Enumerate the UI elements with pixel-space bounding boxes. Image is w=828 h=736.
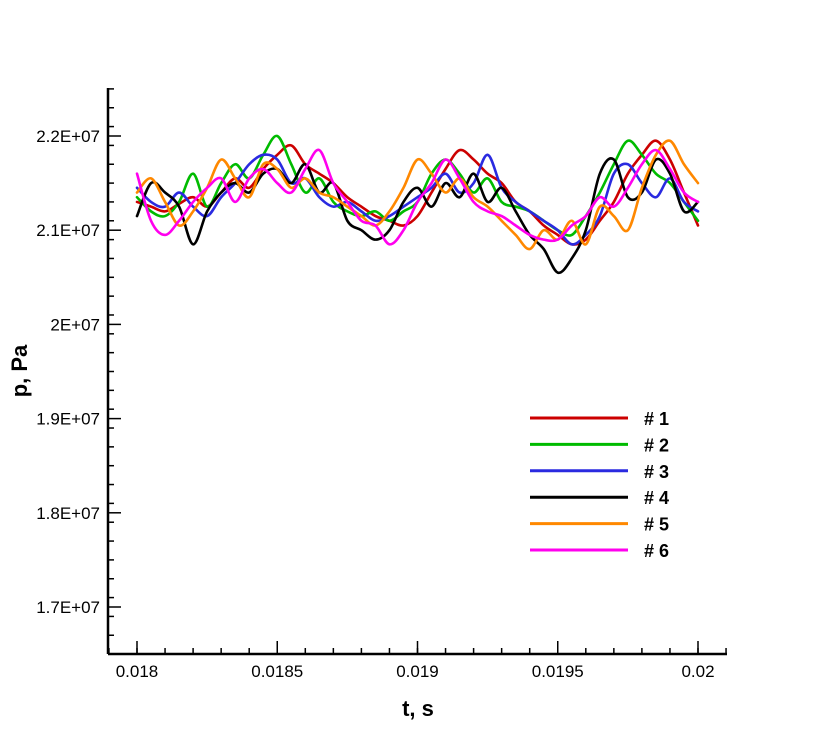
x-tick-label: 0.02 xyxy=(681,662,714,681)
major-ticks xyxy=(108,135,699,654)
x-tick-label: 0.019 xyxy=(396,662,439,681)
y-tick-label: 2.2E+07 xyxy=(36,127,100,146)
series-line-6 xyxy=(135,148,700,246)
legend: # 1 # 2 # 3 # 4 # 5 # 6 xyxy=(530,409,669,561)
y-tick-label: 2.1E+07 xyxy=(36,221,100,240)
series-line-1 xyxy=(135,139,700,246)
tick-labels: 1.7E+07 1.8E+07 1.9E+07 2E+07 2.1E+07 2.2E+07… xyxy=(36,127,714,681)
y-axis-title: p, Pa xyxy=(7,344,32,397)
legend-label-2: # 2 xyxy=(644,435,669,455)
y-tick-label: 1.7E+07 xyxy=(36,598,100,617)
y-tick-label: 2E+07 xyxy=(50,315,100,334)
y-tick-label: 1.9E+07 xyxy=(36,410,100,429)
legend-label-5: # 5 xyxy=(644,515,669,535)
x-axis-title: t, s xyxy=(402,696,434,721)
series-line-4 xyxy=(135,157,700,275)
legend-label-3: # 3 xyxy=(644,462,669,482)
series-line-5 xyxy=(135,139,700,251)
series-group xyxy=(135,134,700,275)
series-line-2 xyxy=(135,134,700,237)
y-tick-label: 1.8E+07 xyxy=(36,504,100,523)
minor-ticks xyxy=(108,88,727,655)
x-tick-label: 0.018 xyxy=(116,662,159,681)
x-tick-label: 0.0185 xyxy=(251,662,303,681)
x-tick-label: 0.0195 xyxy=(532,662,584,681)
legend-label-4: # 4 xyxy=(644,488,669,508)
legend-label-6: # 6 xyxy=(644,541,669,561)
legend-label-1: # 1 xyxy=(644,409,669,429)
series-line-3 xyxy=(135,153,700,246)
